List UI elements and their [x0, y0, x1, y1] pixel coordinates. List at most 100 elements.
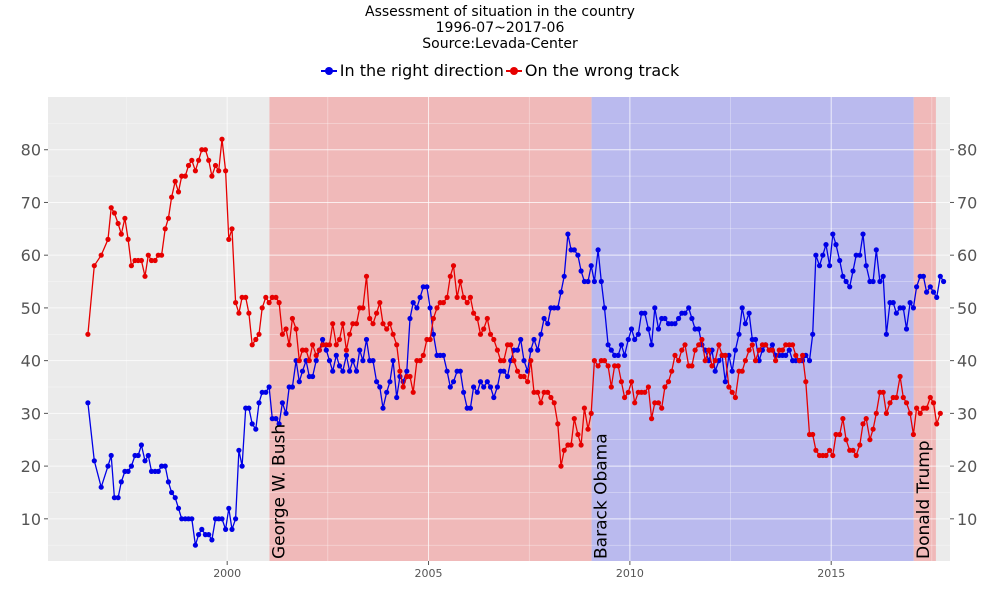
- point-right-direction-192: [739, 305, 745, 311]
- point-right-direction-158: [625, 336, 631, 343]
- point-wrong-track-230: [867, 437, 873, 443]
- point-wrong-track-218: [827, 447, 833, 453]
- point-right-direction-157: [622, 352, 628, 358]
- point-right-direction-184: [712, 368, 718, 374]
- point-wrong-track-99: [427, 336, 433, 343]
- point-right-direction-28: [189, 516, 195, 522]
- point-wrong-track-131: [535, 389, 541, 395]
- point-right-direction-191: [736, 331, 742, 337]
- point-right-direction-139: [561, 273, 567, 279]
- point-wrong-track-48: [256, 331, 262, 337]
- point-wrong-track-247: [924, 405, 930, 411]
- point-wrong-track-83: [374, 310, 380, 316]
- era-label-1: Barack Obama: [592, 433, 612, 559]
- point-right-direction-143: [575, 252, 581, 258]
- point-wrong-track-168: [659, 405, 665, 411]
- point-wrong-track-123: [508, 342, 514, 348]
- point-wrong-track-13: [138, 257, 144, 264]
- chart-title: Assessment of situation in the country: [365, 4, 635, 20]
- point-wrong-track-229: [863, 416, 869, 422]
- point-right-direction-87: [387, 379, 393, 385]
- point-wrong-track-51: [266, 300, 272, 306]
- era-band-2: [913, 97, 936, 561]
- point-wrong-track-245: [917, 410, 923, 416]
- point-right-direction-225: [850, 268, 856, 274]
- y-tick-right-1: 20: [957, 457, 977, 476]
- point-wrong-track-115: [481, 326, 487, 332]
- point-wrong-track-49: [259, 305, 265, 311]
- point-right-direction-39: [226, 505, 232, 511]
- point-right-direction-31: [199, 526, 205, 533]
- point-right-direction-33: [206, 532, 212, 538]
- point-wrong-track-228: [860, 421, 866, 427]
- legend-item-right-direction: In the right direction: [320, 61, 504, 80]
- point-right-direction-152: [605, 342, 611, 348]
- point-wrong-track-201: [769, 347, 776, 353]
- y-tick-right-5: 60: [957, 246, 977, 265]
- point-right-direction-7: [118, 479, 124, 485]
- point-right-direction-130: [531, 336, 537, 343]
- point-right-direction-71: [333, 352, 339, 358]
- point-right-direction-77: [353, 368, 360, 374]
- era-band-0: [269, 97, 592, 561]
- x-axis: 2000 2005 2010 2015: [213, 561, 845, 580]
- point-wrong-track-211: [803, 379, 809, 385]
- point-wrong-track-185: [716, 342, 722, 348]
- point-right-direction-70: [330, 368, 336, 374]
- point-right-direction-19: [159, 463, 165, 469]
- point-right-direction-179: [696, 326, 702, 332]
- y-tick-left-4: 50: [21, 299, 41, 318]
- y-tick-right-6: 70: [957, 193, 977, 212]
- point-right-direction-100: [430, 331, 436, 337]
- point-wrong-track-241: [903, 400, 910, 406]
- point-wrong-track-91: [400, 384, 406, 390]
- point-right-direction-108: [457, 368, 463, 374]
- point-right-direction-46: [249, 421, 255, 427]
- point-wrong-track-251: [937, 410, 943, 416]
- point-right-direction-49: [259, 389, 265, 395]
- point-right-direction-188: [726, 352, 732, 358]
- point-right-direction-201: [769, 342, 776, 348]
- x-tick-1: 2005: [415, 567, 443, 580]
- point-wrong-track-127: [521, 373, 527, 380]
- point-right-direction-55: [279, 400, 285, 406]
- point-right-direction-247: [924, 289, 930, 295]
- point-wrong-track-249: [930, 400, 937, 406]
- point-right-direction-169: [662, 315, 668, 322]
- point-wrong-track-24: [175, 189, 182, 195]
- point-right-direction-246: [920, 273, 927, 279]
- point-wrong-track-61: [299, 347, 306, 353]
- point-wrong-track-89: [394, 342, 400, 348]
- y-tick-left-1: 20: [21, 457, 41, 476]
- point-wrong-track-164: [645, 384, 652, 390]
- point-right-direction-67: [320, 336, 326, 343]
- point-right-direction-173: [676, 315, 682, 322]
- point-wrong-track-21: [165, 215, 171, 221]
- point-wrong-track-239: [897, 373, 903, 380]
- point-right-direction-144: [578, 268, 584, 274]
- point-wrong-track-73: [340, 321, 346, 327]
- point-right-direction-58: [289, 384, 295, 390]
- point-wrong-track-57: [286, 342, 292, 348]
- point-wrong-track-85: [380, 321, 386, 327]
- point-right-direction-80: [363, 336, 370, 343]
- point-right-direction-3: [105, 463, 111, 469]
- point-wrong-track-59: [293, 326, 299, 332]
- legend-label-right-direction: In the right direction: [339, 61, 504, 80]
- y-tick-right-2: 30: [957, 404, 977, 423]
- point-wrong-track-63: [306, 358, 312, 364]
- point-right-direction-0: [85, 400, 91, 406]
- point-right-direction-6: [115, 495, 121, 501]
- point-wrong-track-67: [320, 342, 326, 348]
- point-right-direction-177: [689, 315, 695, 322]
- point-wrong-track-65: [313, 352, 319, 358]
- y-axis-left: 10 20 30 40 50 60 70 80: [21, 141, 48, 529]
- point-right-direction-68: [323, 347, 329, 353]
- point-right-direction-76: [350, 358, 356, 364]
- point-wrong-track-74: [343, 347, 349, 353]
- point-right-direction-65: [313, 358, 319, 364]
- point-wrong-track-39: [226, 236, 232, 242]
- point-right-direction-142: [571, 247, 577, 253]
- point-wrong-track-96: [417, 358, 423, 364]
- point-wrong-track-47: [253, 336, 259, 343]
